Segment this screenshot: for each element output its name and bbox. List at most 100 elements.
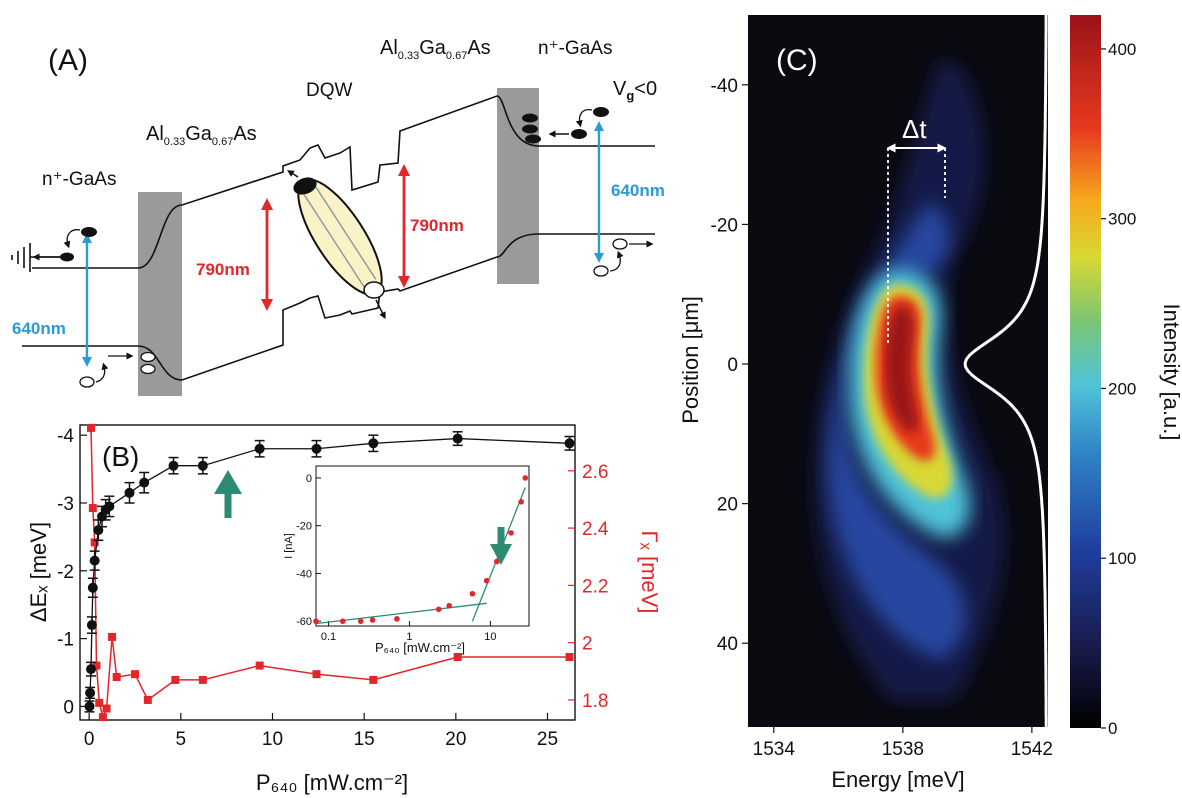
inset-point [435,606,442,613]
inset-point [357,618,364,625]
y-tick-label: -40 [711,76,738,97]
gamma-point [95,698,104,707]
gamma-point [92,661,101,670]
y-left-tick-label: -4 [57,426,74,447]
gamma-line [90,427,570,720]
x-tick-label: 15 [354,729,375,750]
laser-label-left: 640nm [12,319,66,338]
x-tick-label: 1542 [1011,739,1053,760]
inset-point [518,499,524,505]
gamma-point [312,670,321,679]
gamma-point [255,661,264,670]
delta-e-point [104,501,115,512]
y-right-tick-label: 2.6 [582,462,608,483]
inset-x-tick-label: 10 [484,631,496,643]
valence-band [22,233,655,381]
arrow-icon [575,109,593,128]
y-tick-label: 0 [727,355,738,376]
inset-point [446,602,453,609]
delta-e-point [124,487,135,498]
gamma-point [90,538,99,547]
colorbar-tick-label: 100 [1108,549,1136,568]
inset-point [394,616,400,622]
spatial-profile-curve [963,15,1048,727]
colorbar-axis: 0 100 200 300 400 [1101,40,1136,738]
heatmap-axes: 1534 1538 1542 -40 -20 0 20 40 [711,76,1053,760]
delta-e-point [84,701,95,712]
inset-point [339,618,346,625]
electron-icon [571,129,587,139]
gamma-point [131,670,139,679]
y-tick-label: -20 [711,215,738,236]
gamma-point [87,423,95,432]
delta-e-point [86,664,96,675]
plot-b-axes: 0 5 10 15 20 250-1-2-3-41.822.22.42.6 [57,426,609,750]
y-tick-label: 40 [717,634,738,655]
gamma-point [143,695,152,704]
arrow-icon [95,362,109,383]
colorbar-label: Intensity [a.u.] [1159,304,1182,441]
hole-icon [593,265,609,277]
inset-annotation-arrow-icon [490,527,512,565]
hole-icon [79,376,95,388]
laser-label-right: 640nm [611,181,665,200]
gamma-point [98,713,107,722]
hole-icon [140,363,156,375]
x-tick-label: 1538 [882,739,924,760]
emission-label-right: 790nm [410,216,464,235]
delta-e-point [452,433,463,444]
panel-b-label: (B) [102,441,139,472]
gamma-point [198,675,207,684]
panel-c-label: (C) [776,44,818,77]
series-delta-e [84,431,575,713]
y-left-tick-label: 0 [63,697,74,718]
colorbar-tick-label: 400 [1108,40,1136,59]
panel-a-label: (A) [48,44,88,77]
delta-e-point [254,443,265,454]
gamma-point [565,652,574,661]
colorbar-tick-label: 0 [1108,719,1117,738]
y-right-tick-label: 2.4 [582,519,609,540]
hole-icon [612,238,628,250]
electron-icon [60,252,74,262]
x-axis-label: Energy [meV] [831,767,964,792]
arrow-icon [375,299,386,320]
electron-icon [522,124,538,134]
arrow-icon [63,229,81,249]
x-axis-label: P₆₄₀ [mW.cm⁻²] [256,770,408,795]
y-left-tick-label: -3 [57,494,74,515]
colorbar-tick-label: 200 [1108,379,1136,398]
electron-icon [81,227,97,237]
x-tick-label: 10 [262,729,283,750]
electron-icon [522,113,538,123]
colorbar-tick-label: 300 [1108,210,1136,229]
arrow-icon [287,170,299,178]
electron-icon [293,177,317,195]
delta-e-point [368,438,379,449]
gamma-point [369,675,378,684]
delta-e-point [168,460,179,471]
inset-point [483,577,490,584]
y-left-tick-label: -1 [57,630,74,651]
y-right-tick-label: 1.8 [582,691,608,712]
gamma-point [102,704,111,713]
y-axis-label: Position [μm] [678,296,703,424]
heatmap [814,60,1005,700]
gate-voltage-label: Vg<0 [613,78,657,103]
left-contact-label: n⁺-GaAs [42,169,116,190]
y-tick-label: 20 [717,495,738,516]
inset-y-label: I [nA] [283,533,295,559]
panel-b: (B) 0 5 10 15 20 250-1-2-3-41.822.22.42.6 ΔEₓ… [26,423,662,795]
right-barrier-label: Al0.33Ga0.67As [380,37,491,62]
well-label: DQW [306,80,353,101]
delta-e-point [311,443,322,454]
inset-point [522,475,529,481]
gamma-point [108,632,117,641]
y-right-tick-label: 2 [582,634,593,655]
heatmap-peak [884,306,919,433]
right-contact-label: n⁺-GaAs [538,38,612,59]
x-tick-label: 1534 [753,739,796,760]
panel-c: Δt (C) 1534 1538 1542 -40 -20 0 20 40 Position … [678,15,1182,792]
